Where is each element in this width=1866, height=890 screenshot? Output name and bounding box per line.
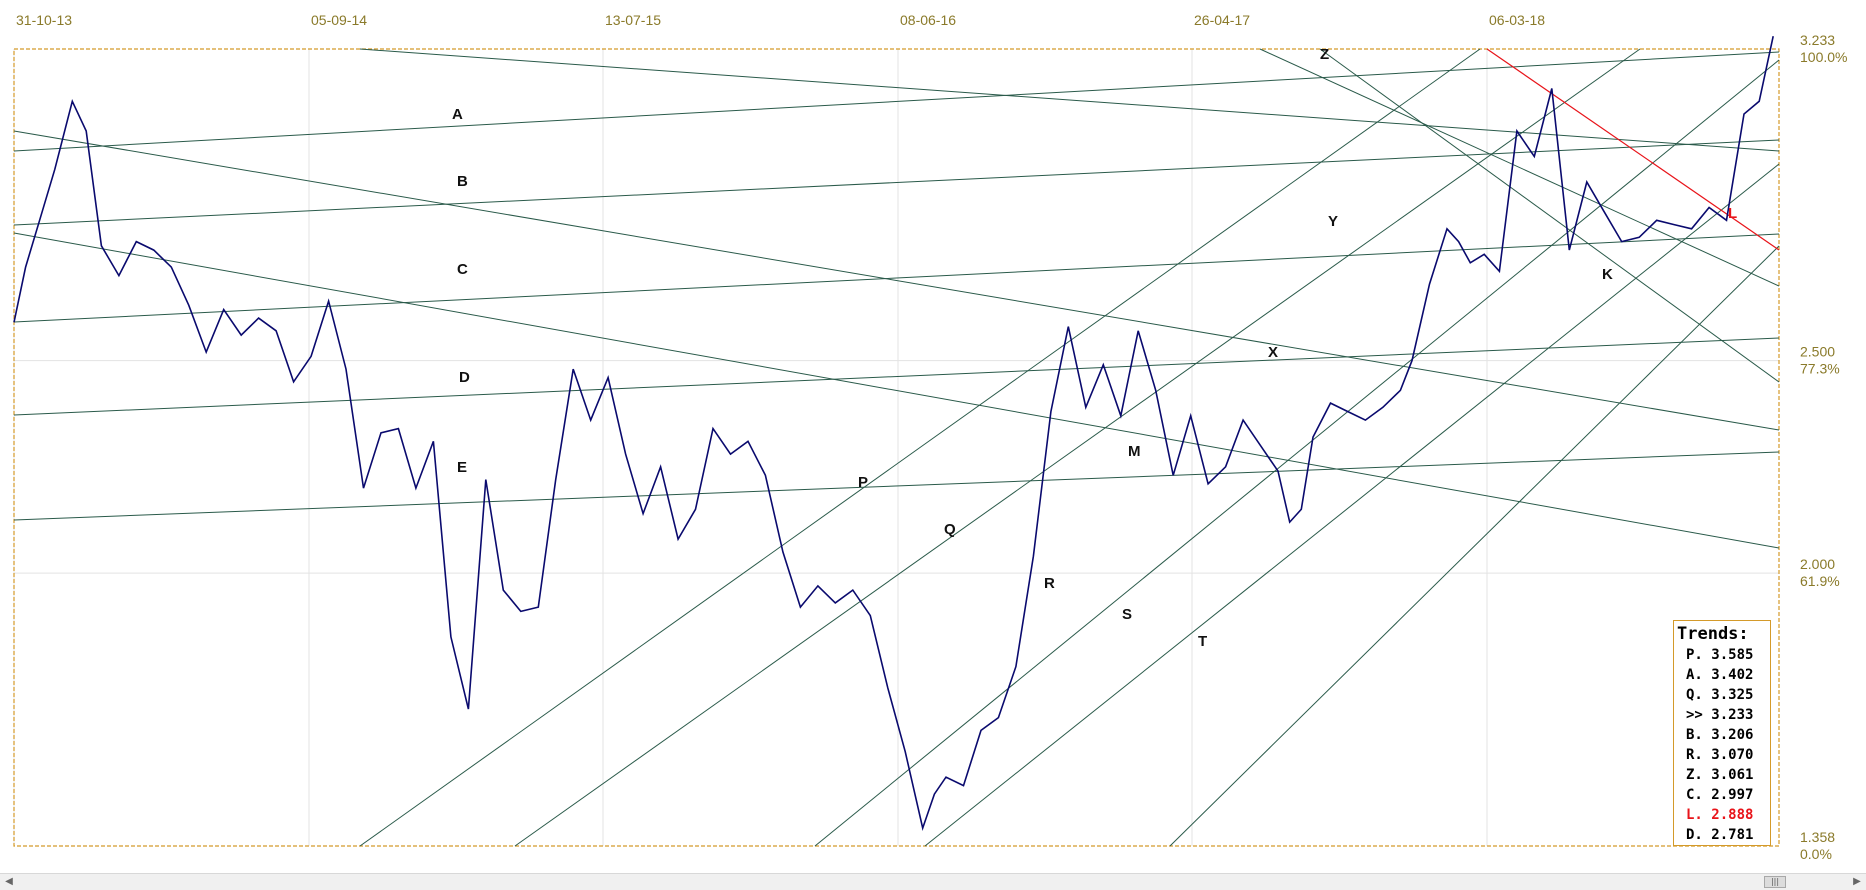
trend-line [814, 59, 1780, 847]
trend-line [514, 48, 1641, 847]
trend-line [1169, 245, 1780, 847]
trend-line-label-d: D [459, 369, 470, 386]
trend-line [13, 130, 1780, 431]
trend-row: A. 3.402 [1686, 667, 1754, 683]
trend-line-labels: A B C D E P Q R S T M X Y Z K L [452, 46, 1737, 650]
trend-line-label-e: E [457, 459, 467, 476]
trend-row: L. 2.888 [1686, 807, 1754, 823]
trend-line [359, 48, 1780, 152]
y-tick-percent: 100.0% [1800, 49, 1847, 65]
scroll-thumb[interactable]: ||| [1764, 876, 1786, 888]
trend-line-label-l: L [1728, 205, 1737, 222]
trend-line-label-q: Q [944, 521, 956, 538]
trend-row: R. 3.070 [1686, 747, 1754, 763]
y-tick-percent: 61.9% [1800, 573, 1840, 589]
trend-line [13, 232, 1780, 549]
trend-line-label-t: T [1198, 633, 1207, 650]
y-tick-value: 2.500 [1800, 344, 1835, 360]
horizontal-gridlines [14, 360, 1779, 574]
trend-line [13, 337, 1780, 416]
trends-legend: Trends: P. 3.585 A. 3.402 Q. 3.325 >> 3.233… [1673, 620, 1771, 846]
trend-line-label-s: S [1122, 606, 1132, 623]
trend-line-label-k: K [1602, 266, 1613, 283]
scroll-right-icon[interactable]: ▶ [1853, 876, 1861, 887]
trend-line-label-a: A [452, 106, 463, 123]
trend-row: Q. 3.325 [1686, 687, 1754, 703]
price-series-line [13, 36, 1774, 832]
trend-line-label-p: P [858, 474, 868, 491]
trend-line-label-c: C [457, 261, 468, 278]
y-tick-percent: 77.3% [1800, 361, 1840, 377]
trends-title: Trends: [1677, 624, 1749, 644]
trend-row: C. 2.997 [1686, 787, 1754, 803]
trend-line [1259, 48, 1780, 287]
x-tick-label: 05-09-14 [311, 12, 367, 28]
x-tick-label: 13-07-15 [605, 12, 661, 28]
trend-line [13, 233, 1780, 323]
trend-line [13, 51, 1780, 152]
trend-row: D. 2.781 [1686, 827, 1754, 843]
trend-line-label-z: Z [1320, 46, 1329, 63]
y-tick-value: 2.000 [1800, 556, 1835, 572]
trend-lines [13, 48, 1780, 847]
x-tick-label: 06-03-18 [1489, 12, 1545, 28]
trend-row: Z. 3.061 [1686, 767, 1754, 783]
y-tick-percent: 0.0% [1800, 846, 1832, 862]
trend-line [359, 48, 1481, 847]
trend-line-label-m: M [1128, 443, 1141, 460]
scroll-left-icon[interactable]: ◀ [5, 876, 13, 887]
x-tick-label: 08-06-16 [900, 12, 956, 28]
trend-line [13, 139, 1780, 226]
trend-line-label-b: B [457, 173, 468, 190]
trend-row: P. 3.585 [1686, 647, 1754, 663]
trend-line-l [1486, 48, 1780, 251]
y-tick-value: 1.358 [1800, 829, 1835, 845]
trend-row: B. 3.206 [1686, 727, 1754, 743]
trend-line [924, 163, 1780, 847]
trends-rows: P. 3.585 A. 3.402 Q. 3.325 >> 3.233 B. 3.206… [1676, 645, 1770, 845]
trend-line-label-r: R [1044, 575, 1055, 592]
trend-line-label-x: X [1268, 344, 1278, 361]
trend-line-label-y: Y [1328, 213, 1338, 230]
trend-line [13, 451, 1780, 521]
trend-line [1319, 48, 1780, 383]
horizontal-scrollbar[interactable]: ◀ ||| ▶ [0, 873, 1866, 890]
x-tick-labels: 31-10-13 05-09-14 13-07-15 08-06-16 26-04-17… [16, 12, 1545, 28]
plot-frame [13, 48, 1780, 847]
x-tick-label: 26-04-17 [1194, 12, 1250, 28]
trend-row: >> 3.233 [1686, 707, 1754, 723]
x-tick-label: 31-10-13 [16, 12, 72, 28]
y-tick-value: 3.233 [1800, 32, 1835, 48]
